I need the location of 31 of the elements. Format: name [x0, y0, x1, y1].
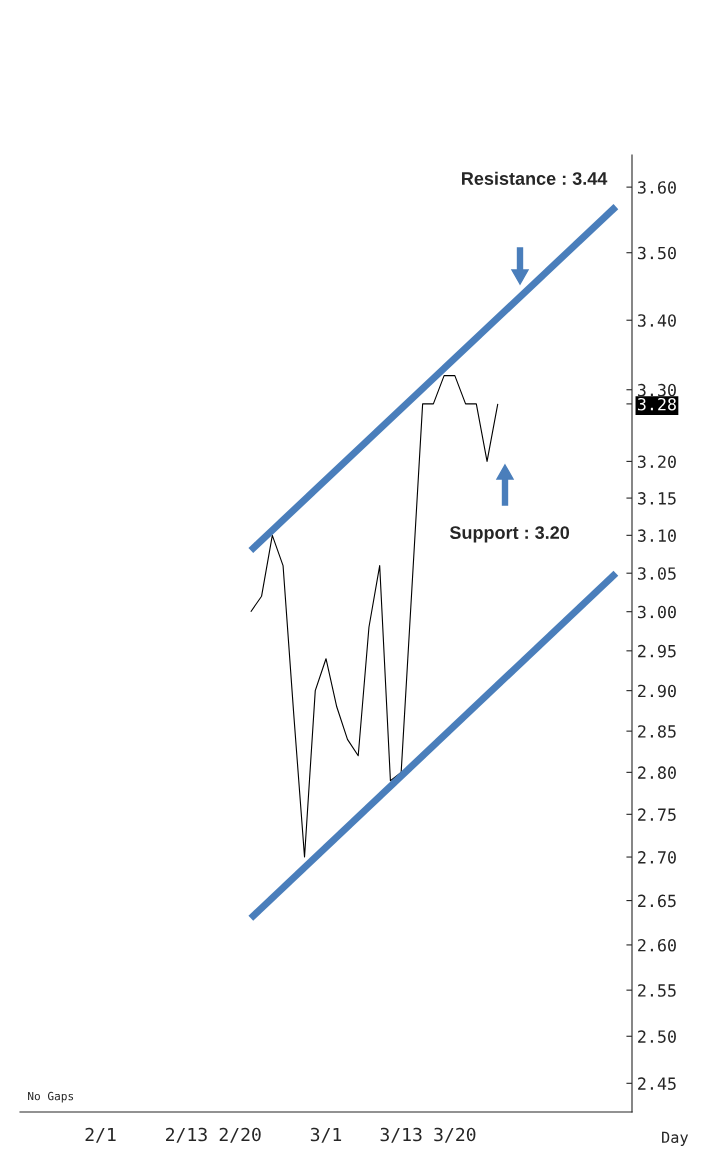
y-tick-label: 3.20	[637, 455, 676, 469]
y-tick-label: 3.30	[637, 383, 676, 397]
y-tick-label: 3.05	[637, 567, 676, 580]
y-tick-label: 2.65	[638, 894, 676, 908]
x-tick-label: 3/1	[310, 1127, 342, 1143]
x-tick-label: 2/20	[219, 1127, 261, 1143]
y-tick-label: 2.90	[638, 684, 676, 698]
annotation: Resistance : 3.44	[462, 171, 608, 185]
y-tick-label: 2.80	[638, 766, 676, 779]
annotation: Support : 3.20	[449, 526, 570, 543]
y-tick-label: 3.00	[637, 605, 676, 619]
x-tick-label: 2/1	[85, 1127, 116, 1143]
y-tick-label: 2.95	[638, 644, 676, 658]
x-tick-label: 3/13	[380, 1127, 422, 1143]
y-tick-label: 3.15	[637, 492, 676, 505]
y-tick-label: 2.85	[638, 725, 676, 738]
y-tick-label: 2.50	[638, 1030, 676, 1043]
y-tick-label: 3.60	[637, 181, 676, 194]
y-tick-label: 2.45	[638, 1077, 676, 1090]
y-tick-label: 2.75	[638, 808, 676, 821]
y-tick-label: 2.55	[638, 984, 676, 997]
y-tick-label: 3.40	[637, 314, 676, 327]
x-axis-title: Day	[662, 1131, 689, 1147]
x-tick-label: 2/13	[166, 1127, 207, 1143]
annotation: No Gaps	[28, 1091, 74, 1103]
y-tick-label: 3.10	[637, 529, 676, 542]
y-tick-label: 3.50	[637, 246, 676, 260]
y-tick-label: 3.28	[637, 397, 676, 411]
y-tick-label: 2.70	[638, 851, 676, 864]
y-tick-label: 2.60	[638, 938, 676, 952]
x-tick-label: 3/20	[434, 1127, 476, 1143]
